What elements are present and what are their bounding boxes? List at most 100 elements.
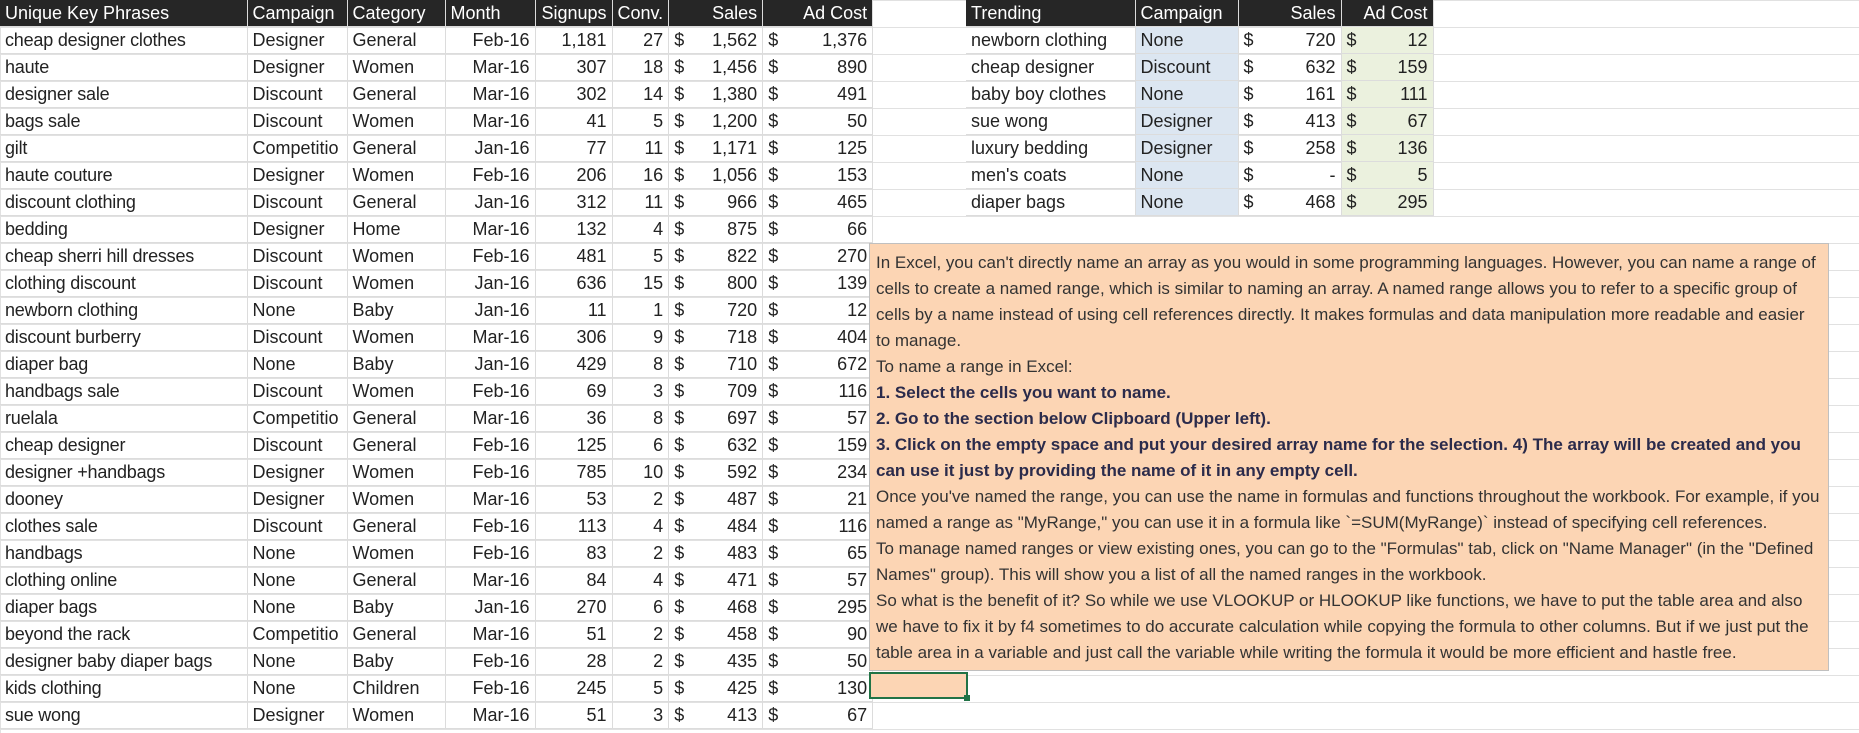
cell-sales[interactable]: $1,562	[668, 26, 764, 54]
cell-adcost[interactable]: $111	[1341, 80, 1434, 108]
cell-adcost[interactable]: $1,376	[762, 26, 874, 54]
cell-month[interactable]: Mar-16	[445, 485, 536, 513]
cell-category[interactable]: Women	[347, 539, 446, 567]
cell-sales[interactable]: $966	[668, 188, 764, 216]
cell-sales[interactable]: $413	[1238, 107, 1342, 135]
cell-category[interactable]: General	[347, 566, 446, 594]
column-header[interactable]: Sales	[1238, 0, 1342, 27]
cell-conv[interactable]: 15	[612, 269, 670, 297]
cell-adcost[interactable]: $465	[762, 188, 874, 216]
cell-campaign[interactable]: Discount	[247, 107, 348, 135]
cell-conv[interactable]: 1	[612, 296, 670, 324]
cell-campaign[interactable]: None	[247, 674, 348, 702]
cell-adcost[interactable]: $136	[1341, 134, 1434, 162]
cell-keyphrase[interactable]: bags sale	[0, 107, 248, 135]
cell-keyphrase[interactable]: cheap designer	[0, 431, 248, 459]
column-header[interactable]: Campaign	[1135, 0, 1239, 27]
cell-category[interactable]: Baby	[347, 647, 446, 675]
cell-conv[interactable]: 4	[612, 512, 670, 540]
cell-month[interactable]: Mar-16	[445, 701, 536, 729]
cell-sales[interactable]: $1,456	[668, 53, 764, 81]
cell-category[interactable]: Baby	[347, 350, 446, 378]
cell-month[interactable]: Mar-16	[445, 107, 536, 135]
cell-sales[interactable]: $1,056	[668, 161, 764, 189]
cell-category[interactable]: General	[347, 134, 446, 162]
cell-campaign[interactable]: None	[1135, 188, 1239, 216]
cell-conv[interactable]: 2	[612, 539, 670, 567]
cell-month[interactable]: Feb-16	[445, 539, 536, 567]
cell-conv[interactable]: 16	[612, 161, 670, 189]
cell-trending[interactable]: luxury bedding	[966, 134, 1136, 162]
cell-campaign[interactable]: Designer	[247, 485, 348, 513]
cell-signups[interactable]: 53	[535, 485, 613, 513]
column-header[interactable]: Unique Key Phrases	[0, 0, 248, 27]
cell-campaign[interactable]: Discount	[247, 80, 348, 108]
cell-month[interactable]: Mar-16	[445, 566, 536, 594]
cell-signups[interactable]: 429	[535, 350, 613, 378]
cell-category[interactable]: General	[347, 26, 446, 54]
cell-keyphrase[interactable]: discount burberry	[0, 323, 248, 351]
cell-sales[interactable]: $ -	[1238, 161, 1342, 189]
column-header[interactable]: Conv.	[612, 0, 670, 27]
cell-adcost[interactable]: $234	[762, 458, 874, 486]
cell-conv[interactable]: 9	[612, 323, 670, 351]
cell-conv[interactable]: 2	[612, 485, 670, 513]
cell-month[interactable]: Mar-16	[445, 404, 536, 432]
cell-adcost[interactable]: $66	[762, 215, 874, 243]
cell-signups[interactable]: 1,181	[535, 26, 613, 54]
cell-conv[interactable]: 11	[612, 188, 670, 216]
cell-signups[interactable]: 206	[535, 161, 613, 189]
cell-campaign[interactable]: Discount	[247, 431, 348, 459]
cell-sales[interactable]: $471	[668, 566, 764, 594]
cell-adcost[interactable]: $67	[762, 701, 874, 729]
cell-sales[interactable]: $1,380	[668, 80, 764, 108]
cell-keyphrase[interactable]: dooney	[0, 485, 248, 513]
cell-signups[interactable]: 125	[535, 431, 613, 459]
column-header[interactable]: Sales	[668, 0, 764, 27]
cell-category[interactable]: Home	[347, 215, 446, 243]
cell-campaign[interactable]: Designer	[247, 458, 348, 486]
cell-keyphrase[interactable]: beyond the rack	[0, 620, 248, 648]
cell-adcost[interactable]: $57	[762, 404, 874, 432]
column-header[interactable]: Trending	[966, 0, 1136, 27]
cell-adcost[interactable]: $65	[762, 539, 874, 567]
cell-sales[interactable]: $875	[668, 215, 764, 243]
cell-signups[interactable]: 77	[535, 134, 613, 162]
cell-sales[interactable]: $1,171	[668, 134, 764, 162]
cell-keyphrase[interactable]: gilt	[0, 134, 248, 162]
cell-adcost[interactable]: $5	[1341, 161, 1434, 189]
cell-adcost[interactable]: $90	[762, 620, 874, 648]
cell-adcost[interactable]: $67	[1341, 107, 1434, 135]
cell-month[interactable]: Mar-16	[445, 53, 536, 81]
cell-adcost[interactable]: $130	[762, 674, 874, 702]
cell-adcost[interactable]: $125	[762, 134, 874, 162]
cell-signups[interactable]: 245	[535, 674, 613, 702]
cell-sales[interactable]: $484	[668, 512, 764, 540]
cell-adcost[interactable]: $491	[762, 80, 874, 108]
cell-sales[interactable]: $468	[1238, 188, 1342, 216]
cell-sales[interactable]: $425	[668, 674, 764, 702]
cell-campaign[interactable]: Discount	[247, 377, 348, 405]
cell-campaign[interactable]: Designer	[247, 53, 348, 81]
cell-month[interactable]: Feb-16	[445, 242, 536, 270]
cell-category[interactable]: General	[347, 431, 446, 459]
cell-conv[interactable]: 3	[612, 701, 670, 729]
cell-conv[interactable]: 4	[612, 215, 670, 243]
cell-category[interactable]: Women	[347, 269, 446, 297]
cell-signups[interactable]: 11	[535, 296, 613, 324]
cell-month[interactable]: Jan-16	[445, 296, 536, 324]
cell-category[interactable]: General	[347, 80, 446, 108]
cell-category[interactable]: General	[347, 620, 446, 648]
cell-keyphrase[interactable]: designer baby diaper bags	[0, 647, 248, 675]
cell-sales[interactable]: $800	[668, 269, 764, 297]
cell-month[interactable]: Jan-16	[445, 269, 536, 297]
cell-adcost[interactable]: $116	[762, 512, 874, 540]
cell-category[interactable]: Women	[347, 107, 446, 135]
cell-signups[interactable]: 312	[535, 188, 613, 216]
cell-conv[interactable]: 6	[612, 593, 670, 621]
cell-conv[interactable]: 14	[612, 80, 670, 108]
cell-campaign[interactable]: Designer	[1135, 134, 1239, 162]
cell-month[interactable]: Jan-16	[445, 134, 536, 162]
cell-adcost[interactable]: $159	[1341, 53, 1434, 81]
cell-campaign[interactable]: Designer	[247, 26, 348, 54]
